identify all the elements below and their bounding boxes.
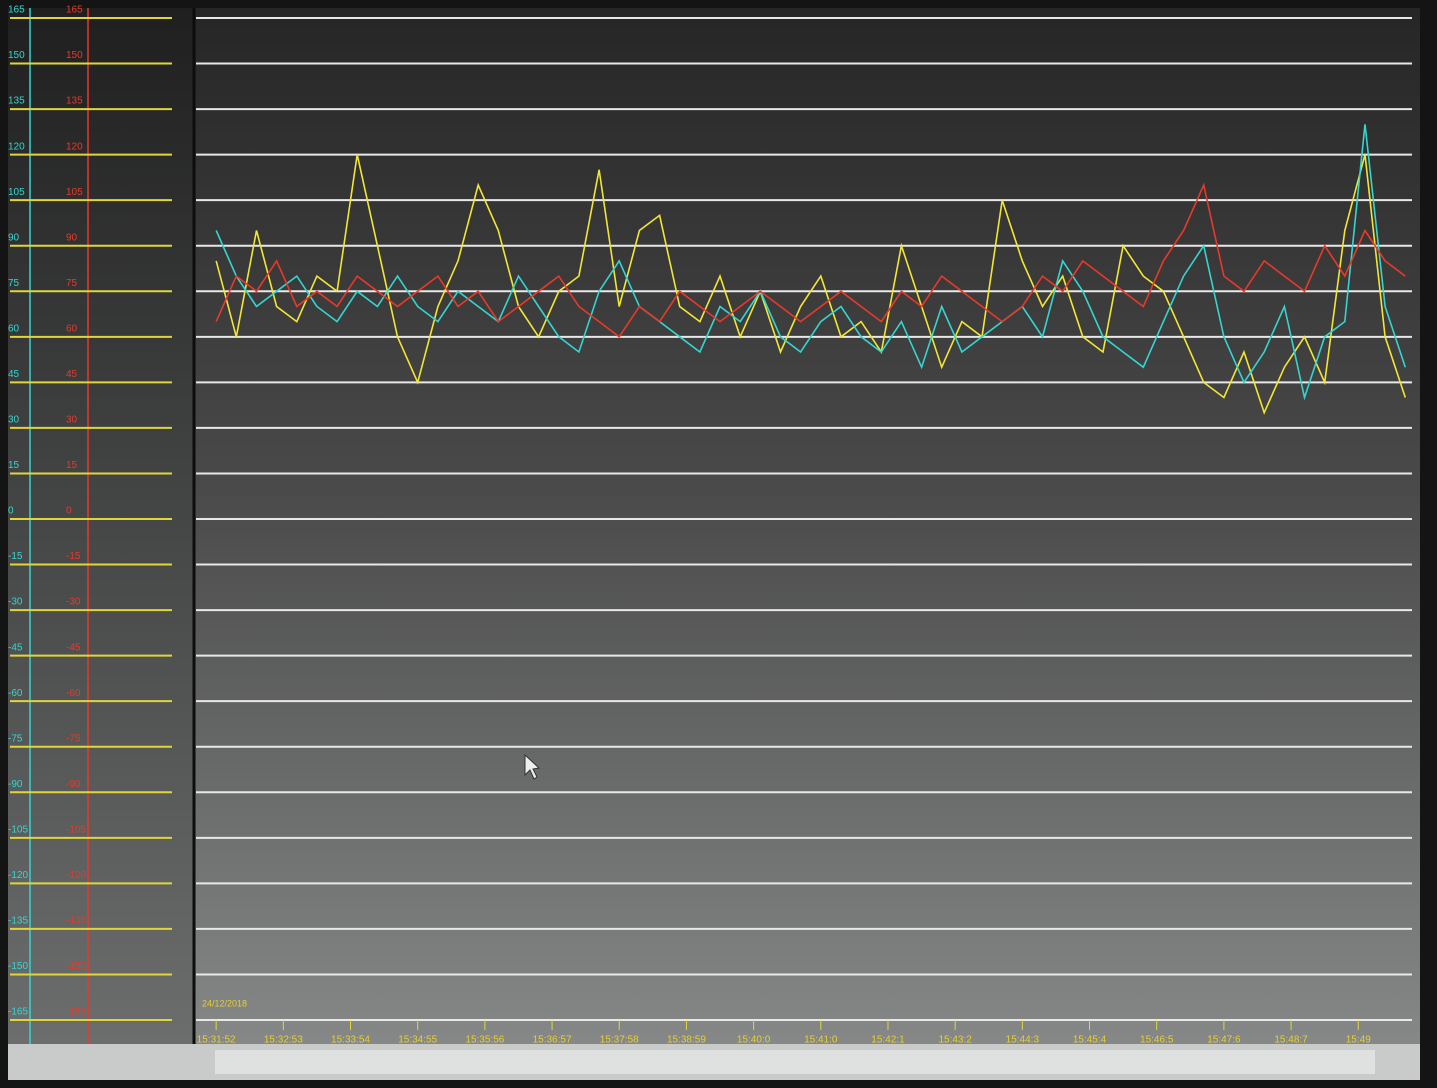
y-tick-label-cyan: -105 [8, 824, 28, 835]
x-tick-label: 15:43:2 [938, 1035, 972, 1046]
y-tick-label-red: -105 [66, 824, 86, 835]
y-tick-label-red: 30 [66, 415, 78, 426]
x-tick-label: 15:35:56 [465, 1035, 504, 1046]
y-tick-label-red: 75 [66, 278, 78, 289]
y-tick-label-red: 90 [66, 232, 78, 243]
y-tick-label-cyan: -150 [8, 961, 28, 972]
x-tick-label: 15:36:57 [533, 1035, 572, 1046]
x-tick-label: 15:44:3 [1006, 1035, 1040, 1046]
x-tick-label: 15:32:53 [264, 1035, 303, 1046]
y-tick-label-red: -150 [66, 961, 86, 972]
x-tick-label: 15:49 [1346, 1035, 1371, 1046]
y-tick-label-cyan: 135 [8, 96, 25, 107]
x-tick-label: 15:41:0 [804, 1035, 838, 1046]
x-tick-label: 15:42:1 [871, 1035, 905, 1046]
x-tick-label: 15:45:4 [1073, 1035, 1107, 1046]
date-label: 24/12/2018 [202, 998, 247, 1008]
x-tick-label: 15:38:59 [667, 1035, 706, 1046]
y-tick-label-cyan: 30 [8, 415, 20, 426]
x-tick-label: 15:47:6 [1207, 1035, 1241, 1046]
y-tick-label-red: -75 [66, 733, 81, 744]
y-tick-label-cyan: 45 [8, 369, 20, 380]
y-tick-label-red: 120 [66, 141, 83, 152]
y-tick-label-red: 105 [66, 187, 83, 198]
y-tick-label-red: 135 [66, 96, 83, 107]
y-tick-label-red: 60 [66, 323, 78, 334]
y-tick-label-cyan: -45 [8, 642, 23, 653]
y-tick-label-red: -30 [66, 597, 81, 608]
y-tick-label-red: 15 [66, 460, 78, 471]
y-tick-label-cyan: 0 [8, 506, 14, 517]
y-tick-label-cyan: -60 [8, 688, 23, 699]
axis-panel [8, 8, 194, 1044]
y-tick-label-red: -135 [66, 916, 86, 927]
x-tick-label: 15:34:55 [398, 1035, 437, 1046]
y-tick-label-cyan: 15 [8, 460, 20, 471]
y-tick-label-red: 45 [66, 369, 78, 380]
y-tick-label-cyan: -135 [8, 916, 28, 927]
x-tick-label: 15:33:54 [331, 1035, 370, 1046]
x-tick-label: 15:31:52 [197, 1035, 236, 1046]
screen [8, 8, 1420, 1080]
series-line [215, 154, 1407, 415]
x-tick-label: 15:48:7 [1274, 1035, 1308, 1046]
y-tick-label-red: 0 [66, 506, 72, 517]
y-tick-label-cyan: 150 [8, 50, 25, 61]
y-tick-label-cyan: 90 [8, 232, 20, 243]
series-line [215, 182, 1406, 338]
y-tick-label-cyan: 105 [8, 187, 25, 198]
y-tick-label-cyan: 120 [8, 141, 25, 152]
y-tick-label-red: 165 [66, 5, 83, 16]
y-tick-label-red: -45 [66, 642, 81, 653]
y-tick-label-cyan: -15 [8, 551, 23, 562]
y-tick-label-red: -60 [66, 688, 81, 699]
x-tick-label: 15:37:58 [600, 1035, 639, 1046]
x-tick-label: 15:46:5 [1140, 1035, 1174, 1046]
y-tick-label-cyan: -120 [8, 870, 28, 881]
series-line [215, 124, 1407, 401]
y-tick-label-cyan: -90 [8, 779, 23, 790]
mouse-cursor [524, 753, 541, 780]
y-tick-label-cyan: -75 [8, 733, 23, 744]
y-tick-label-red: -165 [66, 1007, 86, 1018]
y-tick-label-red: -120 [66, 870, 86, 881]
y-tick-label-cyan: 60 [8, 323, 20, 334]
y-tick-label-cyan: 165 [8, 5, 25, 16]
y-tick-label-cyan: 75 [8, 278, 20, 289]
y-tick-label-red: -90 [66, 779, 81, 790]
y-tick-label-cyan: -165 [8, 1007, 28, 1018]
y-tick-label-red: 150 [66, 50, 83, 61]
scroll-thumb[interactable] [215, 1050, 1375, 1074]
x-tick-label: 15:40:0 [737, 1035, 771, 1046]
y-tick-label-cyan: -30 [8, 597, 23, 608]
y-tick-label-red: -15 [66, 551, 81, 562]
